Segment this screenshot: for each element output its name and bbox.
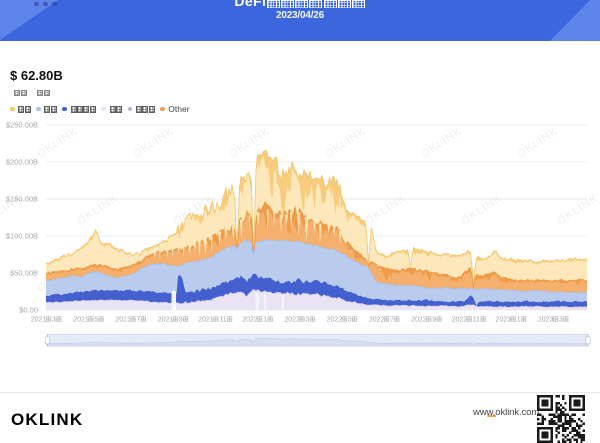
svg-text:OKLINK: OKLINK: [35, 125, 80, 160]
svg-text:2022: 2022: [369, 317, 385, 324]
svg-text:2022: 2022: [327, 317, 343, 324]
svg-text:2022: 2022: [452, 317, 468, 324]
svg-text:11: 11: [473, 317, 480, 324]
svg-text:OKLINK: OKLINK: [419, 125, 464, 160]
svg-text:3: 3: [559, 317, 563, 324]
svg-text:1: 1: [517, 317, 521, 324]
svg-text:OKLINK: OKLINK: [459, 192, 504, 227]
svg-text:$0.00: $0.00: [19, 306, 38, 315]
svg-text:2022: 2022: [284, 317, 300, 324]
svg-text:2021: 2021: [198, 317, 214, 324]
svg-text:7: 7: [137, 317, 141, 324]
svg-text:2021: 2021: [115, 317, 131, 324]
svg-text:9: 9: [432, 317, 436, 324]
svg-text:5: 5: [94, 317, 98, 324]
svg-text:$250.00B: $250.00B: [6, 121, 38, 130]
svg-text:5: 5: [348, 317, 352, 324]
svg-text:OKLINK: OKLINK: [515, 125, 560, 160]
svg-text:2022: 2022: [242, 317, 258, 324]
svg-text:2021: 2021: [73, 317, 89, 324]
svg-text:OKLINK: OKLINK: [0, 192, 25, 227]
svg-text:2023: 2023: [538, 317, 554, 324]
svg-text:2022: 2022: [411, 317, 427, 324]
svg-text:3: 3: [306, 317, 310, 324]
svg-text:2021: 2021: [31, 317, 47, 324]
svg-text:$100.00B: $100.00B: [6, 232, 38, 241]
svg-text:OKLINK: OKLINK: [75, 192, 120, 227]
svg-text:11: 11: [219, 317, 226, 324]
svg-text:OKLINK: OKLINK: [131, 125, 176, 160]
svg-text:OKLINK: OKLINK: [363, 192, 408, 227]
svg-text:3: 3: [52, 317, 56, 324]
svg-text:OKLINK: OKLINK: [555, 192, 600, 227]
svg-text:2023: 2023: [496, 317, 512, 324]
svg-text:$50.00B: $50.00B: [10, 269, 38, 278]
svg-text:1: 1: [263, 317, 267, 324]
svg-text:9: 9: [179, 317, 183, 324]
svg-text:2021: 2021: [158, 317, 174, 324]
svg-text:$150.00B: $150.00B: [6, 195, 38, 204]
svg-text:OKLINK: OKLINK: [323, 125, 368, 160]
svg-text:7: 7: [390, 317, 394, 324]
svg-text:$200.00B: $200.00B: [6, 158, 38, 167]
